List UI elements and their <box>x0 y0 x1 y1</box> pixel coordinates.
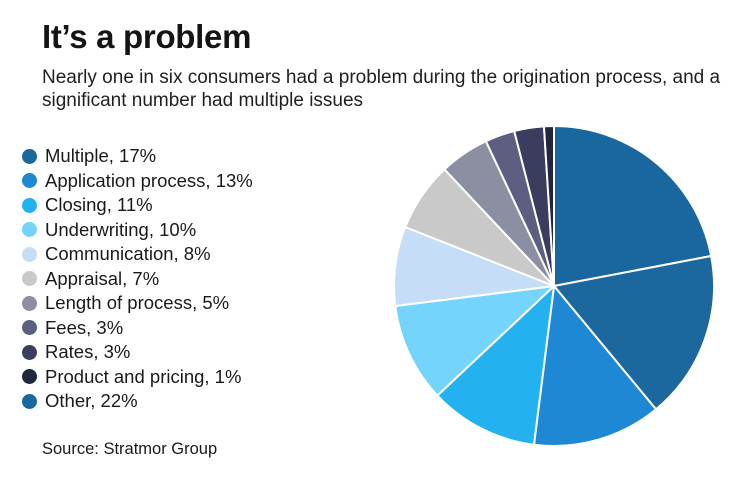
legend-item: Product and pricing, 1% <box>22 365 253 390</box>
legend-item: Closing, 11% <box>22 193 253 218</box>
legend-label: Appraisal, 7% <box>45 267 160 289</box>
legend-item: Other, 22% <box>22 389 253 414</box>
legend-label: Communication, 8% <box>45 243 211 265</box>
chart-subtitle: Nearly one in six consumers had a proble… <box>42 67 721 111</box>
legend-swatch <box>22 246 37 262</box>
legend-item: Fees, 3% <box>22 316 253 341</box>
pie-slice-other <box>553 125 713 287</box>
pie-slice-product-and-pricing <box>542 125 555 287</box>
legend-label: Rates, 3% <box>45 341 131 363</box>
pie-slice-multiple <box>553 255 716 411</box>
legend-swatch <box>22 173 37 189</box>
legend-label: Application process, 13% <box>45 169 253 191</box>
legend-swatch <box>22 320 37 336</box>
legend-label: Closing, 11% <box>45 194 153 216</box>
legend-label: Underwriting, 10% <box>45 218 197 240</box>
legend-swatch <box>22 271 37 287</box>
legend-swatch <box>22 369 37 385</box>
legend-swatch <box>22 393 37 409</box>
legend-swatch <box>22 344 37 360</box>
pie-slice-application-process <box>532 285 657 448</box>
legend-item: Communication, 8% <box>22 242 253 267</box>
chart-title: It’s a problem <box>42 18 252 55</box>
legend-swatch <box>22 295 37 311</box>
chart-legend: Multiple, 17% Application process, 13% Clo… <box>22 144 253 414</box>
legend-swatch <box>22 148 37 164</box>
legend-item: Application process, 13% <box>22 169 253 194</box>
legend-label: Length of process, 5% <box>45 292 230 314</box>
pie-slice-closing <box>436 285 555 446</box>
legend-label: Multiple, 17% <box>45 145 157 167</box>
legend-item: Length of process, 5% <box>22 291 253 316</box>
legend-label: Product and pricing, 1% <box>45 365 242 387</box>
legend-item: Multiple, 17% <box>22 144 253 169</box>
legend-item: Appraisal, 7% <box>22 267 253 292</box>
source-note: Source: Stratmor Group <box>42 440 218 458</box>
legend-label: Fees, 3% <box>45 316 124 338</box>
pie-slice-underwriting <box>394 285 555 397</box>
legend-swatch <box>22 197 37 213</box>
legend-swatch <box>22 222 37 238</box>
legend-label: Other, 22% <box>45 390 138 412</box>
legend-item: Rates, 3% <box>22 340 253 365</box>
legend-item: Underwriting, 10% <box>22 218 253 243</box>
